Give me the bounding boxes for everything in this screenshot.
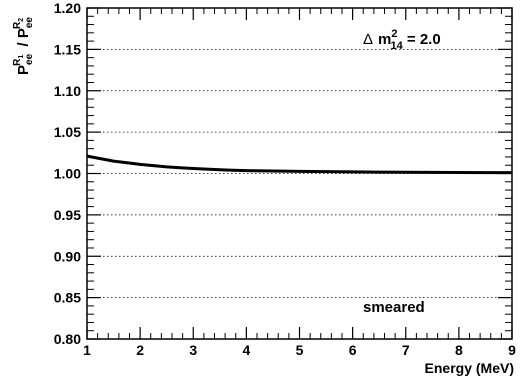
x-tick-label: 2 [136,342,144,358]
x-tick-label: 4 [242,342,250,358]
y-tick-label: 0.85 [54,290,81,306]
y-axis-label: PeeR1 / PeeR2 [12,17,35,75]
x-tick-label: 3 [189,342,197,358]
grid-lines [87,48,512,299]
x-tick-label: 5 [296,342,304,358]
y-axis: 0.80 0.85 0.90 0.95 1.00 1.05 1.10 1.15 1.20 [54,0,512,347]
annotation-smeared: smeared [363,299,425,316]
ylabel-base-1: P [15,65,32,75]
series-line [86,154,512,175]
svg-text:PeeR1 / PeeR2: PeeR1 / PeeR2 [12,17,35,75]
annotation-value: = 2.0 [403,31,441,48]
x-tick-label: 1 [83,342,91,358]
x-axis-label: Energy (MeV) [425,360,514,376]
annotation-mass-sub: 14 [391,40,404,52]
ylabel-base-2: P [15,28,32,38]
x-tick-label: 7 [402,342,410,358]
annotation-delta: Δ [363,31,373,48]
ylabel-sup-1-index: 1 [18,55,25,59]
x-tick-label: 6 [349,342,357,358]
x-tick-label: 8 [455,342,463,358]
ylabel-sup-1: R [12,58,23,66]
y-tick-label: 0.80 [54,331,81,347]
ylabel-sub-2: ee [24,17,35,29]
x-axis: 1 2 3 4 5 6 7 8 9 [83,8,516,358]
ylabel-sup-2-index: 2 [18,18,25,22]
y-tick-label: 1.15 [54,41,81,57]
annotation-mass-sup: 2 [391,28,397,40]
annotation-mass: m [378,31,391,48]
y-tick-label: 1.05 [54,124,81,140]
y-tick-label: 0.95 [54,207,81,223]
y-tick-label: 1.10 [54,83,81,99]
ylabel-sub-1: ee [24,53,35,65]
ylabel-separator: / [15,38,32,51]
ylabel-sup-2: R [12,21,23,29]
y-tick-label: 1.20 [54,0,81,16]
x-tick-label: 9 [508,342,516,358]
y-tick-label: 0.90 [54,248,81,264]
y-tick-label: 1.00 [54,166,81,182]
